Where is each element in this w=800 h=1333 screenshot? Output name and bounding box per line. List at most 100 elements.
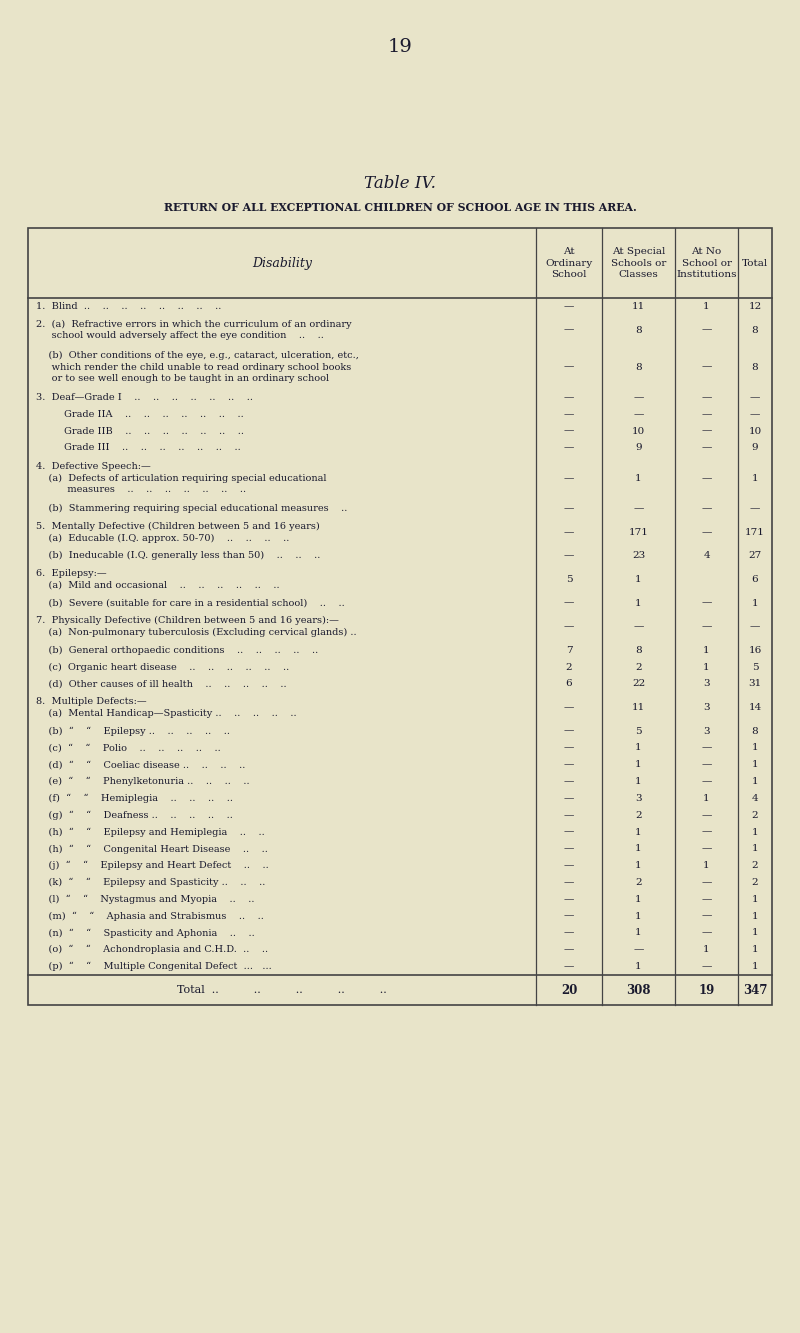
Text: 7: 7 — [566, 645, 572, 655]
Text: 1: 1 — [635, 962, 642, 970]
Text: 5: 5 — [635, 726, 642, 736]
Text: 1: 1 — [635, 929, 642, 937]
Text: —: — — [564, 726, 574, 736]
Text: (b)  “    “    Epilepsy ..    ..    ..    ..    ..: (b) “ “ Epilepsy .. .. .. .. .. — [36, 726, 230, 736]
Bar — [28, 228, 772, 1005]
Text: 1: 1 — [752, 912, 758, 921]
Text: 2: 2 — [635, 663, 642, 672]
Text: 6: 6 — [752, 575, 758, 584]
Text: 8.  Multiple Defects:—
    (a)  Mental Handicap—Spasticity ..    ..    ..    .. : 8. Multiple Defects:— (a) Mental Handica… — [36, 697, 297, 718]
Text: —: — — [634, 504, 644, 513]
Text: (l)  “    “    Nystagmus and Myopia    ..    ..: (l) “ “ Nystagmus and Myopia .. .. — [36, 894, 254, 904]
Text: 3.  Deaf—Grade I    ..    ..    ..    ..    ..    ..    ..: 3. Deaf—Grade I .. .. .. .. .. .. .. — [36, 393, 253, 403]
Text: (b)  General orthopaedic conditions    ..    ..    ..    ..    ..: (b) General orthopaedic conditions .. ..… — [36, 645, 318, 655]
Text: —: — — [750, 409, 760, 419]
Text: —: — — [702, 810, 712, 820]
Text: 308: 308 — [626, 984, 650, 997]
Text: (b)  Other conditions of the eye, e.g., cataract, ulceration, etc.,
     which r: (b) Other conditions of the eye, e.g., c… — [36, 351, 359, 383]
Text: 3: 3 — [635, 794, 642, 802]
Text: Grade IIB    ..    ..    ..    ..    ..    ..    ..: Grade IIB .. .. .. .. .. .. .. — [36, 427, 244, 436]
Text: —: — — [634, 393, 644, 403]
Text: —: — — [702, 504, 712, 513]
Text: 1: 1 — [752, 760, 758, 769]
Text: (g)  “    “    Deafness ..    ..    ..    ..    ..: (g) “ “ Deafness .. .. .. .. .. — [36, 810, 233, 820]
Text: 11: 11 — [632, 702, 645, 712]
Text: At
Ordinary
School: At Ordinary School — [546, 248, 593, 279]
Text: —: — — [564, 325, 574, 335]
Text: —: — — [564, 962, 574, 970]
Text: —: — — [564, 552, 574, 560]
Text: (b)  Severe (suitable for care in a residential school)    ..    ..: (b) Severe (suitable for care in a resid… — [36, 599, 345, 608]
Text: 4: 4 — [703, 552, 710, 560]
Text: 3: 3 — [703, 726, 710, 736]
Text: —: — — [702, 599, 712, 608]
Text: 1: 1 — [635, 599, 642, 608]
Text: —: — — [634, 945, 644, 954]
Text: 2: 2 — [752, 878, 758, 886]
Text: 4.  Defective Speech:—
    (a)  Defects of articulation requiring special educat: 4. Defective Speech:— (a) Defects of art… — [36, 463, 326, 495]
Text: —: — — [564, 912, 574, 921]
Text: 8: 8 — [752, 363, 758, 372]
Text: 1: 1 — [635, 894, 642, 904]
Text: —: — — [702, 744, 712, 752]
Text: 22: 22 — [632, 680, 645, 688]
Text: —: — — [564, 427, 574, 436]
Text: 6.  Epilepsy:—
    (a)  Mild and occasional    ..    ..    ..    ..    ..    ..: 6. Epilepsy:— (a) Mild and occasional ..… — [36, 569, 280, 589]
Text: —: — — [564, 363, 574, 372]
Text: 8: 8 — [635, 325, 642, 335]
Text: 10: 10 — [632, 427, 645, 436]
Text: 1: 1 — [752, 894, 758, 904]
Text: (b)  Stammering requiring special educational measures    ..: (b) Stammering requiring special educati… — [36, 504, 347, 513]
Text: —: — — [702, 878, 712, 886]
Text: —: — — [702, 912, 712, 921]
Text: 1: 1 — [752, 473, 758, 483]
Text: 1: 1 — [635, 760, 642, 769]
Text: 10: 10 — [748, 427, 762, 436]
Text: (b)  Ineducable (I.Q. generally less than 50)    ..    ..    ..: (b) Ineducable (I.Q. generally less than… — [36, 552, 320, 560]
Text: —: — — [564, 599, 574, 608]
Text: At Special
Schools or
Classes: At Special Schools or Classes — [611, 248, 666, 279]
Text: —: — — [564, 844, 574, 853]
Text: 1: 1 — [703, 945, 710, 954]
Text: —: — — [702, 528, 712, 537]
Text: —: — — [564, 444, 574, 452]
Text: (h)  “    “    Congenital Heart Disease    ..    ..: (h) “ “ Congenital Heart Disease .. .. — [36, 844, 268, 853]
Text: —: — — [564, 702, 574, 712]
Text: 6: 6 — [566, 680, 572, 688]
Text: —: — — [702, 777, 712, 786]
Text: (o)  “    “    Achondroplasia and C.H.D.  ..    ..: (o) “ “ Achondroplasia and C.H.D. .. .. — [36, 945, 268, 954]
Text: —: — — [702, 929, 712, 937]
Text: 8: 8 — [635, 363, 642, 372]
Text: —: — — [702, 760, 712, 769]
Text: —: — — [564, 945, 574, 954]
Text: 31: 31 — [748, 680, 762, 688]
Text: —: — — [702, 828, 712, 837]
Text: (p)  “    “    Multiple Congenital Defect  ...   ...: (p) “ “ Multiple Congenital Defect ... .… — [36, 962, 272, 972]
Text: 1: 1 — [752, 962, 758, 970]
Text: 1: 1 — [752, 777, 758, 786]
Text: RETURN OF ALL EXCEPTIONAL CHILDREN OF SCHOOL AGE IN THIS AREA.: RETURN OF ALL EXCEPTIONAL CHILDREN OF SC… — [164, 203, 636, 213]
Text: Total: Total — [742, 259, 768, 268]
Text: 2: 2 — [566, 663, 572, 672]
Text: —: — — [750, 393, 760, 403]
Text: —: — — [564, 409, 574, 419]
Text: (n)  “    “    Spasticity and Aphonia    ..    ..: (n) “ “ Spasticity and Aphonia .. .. — [36, 928, 254, 937]
Text: —: — — [564, 301, 574, 311]
Text: 2: 2 — [752, 810, 758, 820]
Text: 3: 3 — [703, 702, 710, 712]
Text: —: — — [702, 393, 712, 403]
Text: —: — — [702, 444, 712, 452]
Text: 1.  Blind  ..    ..    ..    ..    ..    ..    ..    ..: 1. Blind .. .. .. .. .. .. .. .. — [36, 301, 222, 311]
Text: —: — — [564, 878, 574, 886]
Text: 2: 2 — [635, 878, 642, 886]
Text: 1: 1 — [635, 575, 642, 584]
Text: 9: 9 — [635, 444, 642, 452]
Text: 1: 1 — [703, 663, 710, 672]
Text: —: — — [702, 409, 712, 419]
Text: —: — — [564, 393, 574, 403]
Text: (e)  “    “    Phenylketonuria ..    ..    ..    ..: (e) “ “ Phenylketonuria .. .. .. .. — [36, 777, 250, 786]
Text: 1: 1 — [752, 929, 758, 937]
Text: 1: 1 — [752, 945, 758, 954]
Text: (d)  “    “    Coeliac disease ..    ..    ..    ..: (d) “ “ Coeliac disease .. .. .. .. — [36, 760, 246, 769]
Text: 347: 347 — [742, 984, 767, 997]
